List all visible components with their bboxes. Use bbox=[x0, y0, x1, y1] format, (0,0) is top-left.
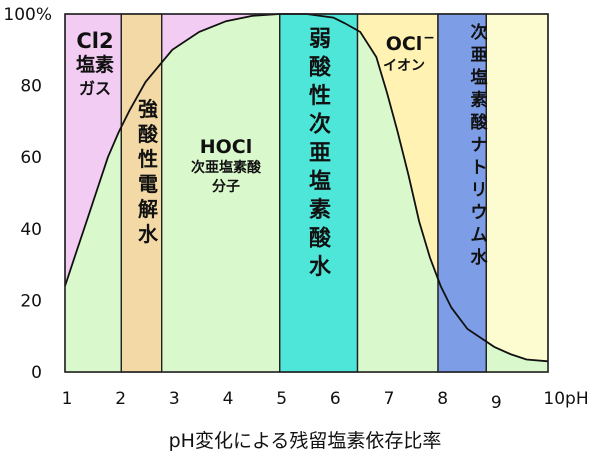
region-label-strong-acid-0: 強 bbox=[138, 97, 158, 121]
region-superscript-ocl: − bbox=[423, 30, 435, 46]
region-label-strong-acid-2: 性 bbox=[138, 147, 158, 171]
region-label-weak-acid-7: 酸 bbox=[309, 227, 332, 252]
y-tick-label: 40 bbox=[20, 220, 42, 240]
region-label-hypochlorite-2: 塩 bbox=[471, 67, 488, 88]
x-tick-label: 8 bbox=[437, 389, 448, 409]
y-tick-label: 100% bbox=[3, 5, 52, 25]
region-label-strong-acid-4: 解 bbox=[138, 197, 158, 221]
region-label-cl2-1: 塩素 bbox=[76, 53, 114, 76]
region-label-hypochlorite-0: 次 bbox=[471, 22, 488, 43]
x-tick-label: 2 bbox=[115, 389, 126, 409]
region-label-strong-acid-5: 水 bbox=[138, 222, 159, 246]
region-label-cl2-2: ガス bbox=[79, 79, 111, 98]
region-fill-hypochlorite bbox=[437, 13, 487, 373]
x-tick-label: 7 bbox=[384, 389, 395, 409]
region-label-weak-acid-1: 酸 bbox=[309, 56, 332, 81]
y-tick-label: 80 bbox=[20, 77, 42, 97]
region-band-alkaline-tail bbox=[485, 13, 549, 373]
region-label-weak-acid-8: 水 bbox=[309, 255, 332, 280]
x-tick-label: 6 bbox=[330, 389, 341, 409]
region-label-weak-acid-5: 塩 bbox=[309, 169, 331, 195]
hocl-curve-line bbox=[64, 13, 549, 363]
region-label-strong-acid-3: 電 bbox=[138, 172, 158, 196]
region-label-hypochlorite-6: ト bbox=[471, 158, 488, 178]
region-label-hypochlorite-5: ナ bbox=[471, 136, 488, 156]
region-label-hocl-1: 次亜塩素酸 bbox=[191, 159, 262, 176]
x-tick-label: 1 bbox=[62, 389, 73, 409]
region-label-hocl-2: 分子 bbox=[212, 179, 240, 195]
region-label-hypochlorite-8: ウ bbox=[471, 203, 488, 223]
plot-frame bbox=[64, 13, 549, 373]
region-label-hypochlorite-1: 亜 bbox=[471, 46, 488, 66]
region-label-strong-acid-1: 酸 bbox=[138, 122, 159, 146]
region-label-hypochlorite-7: リ bbox=[471, 181, 488, 201]
region-fill-weak-acid bbox=[279, 13, 359, 373]
region-label-weak-acid-0: 弱 bbox=[309, 27, 331, 52]
region-label-hypochlorite-3: 素 bbox=[471, 91, 488, 111]
x-tick-label: 5 bbox=[276, 389, 287, 409]
x-axis-title: pH変化による残留塩素依存比率 bbox=[169, 430, 442, 452]
region-label-weak-acid-4: 亜 bbox=[309, 141, 331, 166]
region-label-ocl-0: OCl bbox=[386, 33, 423, 55]
x-tick-label: 9 bbox=[491, 393, 502, 413]
region-label-hocl-0: HOCl bbox=[200, 136, 253, 158]
region-label-weak-acid-2: 性 bbox=[309, 84, 331, 109]
x-tick-label: 10pH bbox=[543, 389, 588, 409]
y-tick-label: 0 bbox=[31, 363, 42, 383]
y-tick-label: 60 bbox=[20, 148, 42, 168]
x-tick-label: 4 bbox=[223, 389, 234, 409]
region-label-weak-acid-6: 素 bbox=[309, 197, 331, 223]
region-label-hypochlorite-4: 酸 bbox=[471, 112, 489, 133]
x-tick-label: 3 bbox=[169, 389, 180, 409]
region-label-cl2-0: Cl2 bbox=[76, 29, 113, 53]
region-label-hypochlorite-10: 水 bbox=[471, 247, 489, 268]
region-label-weak-acid-3: 次 bbox=[309, 112, 331, 138]
region-label-hypochlorite-9: ム bbox=[471, 226, 488, 246]
y-tick-label: 20 bbox=[20, 291, 42, 311]
region-label-ocl-1: イオン bbox=[383, 58, 425, 74]
